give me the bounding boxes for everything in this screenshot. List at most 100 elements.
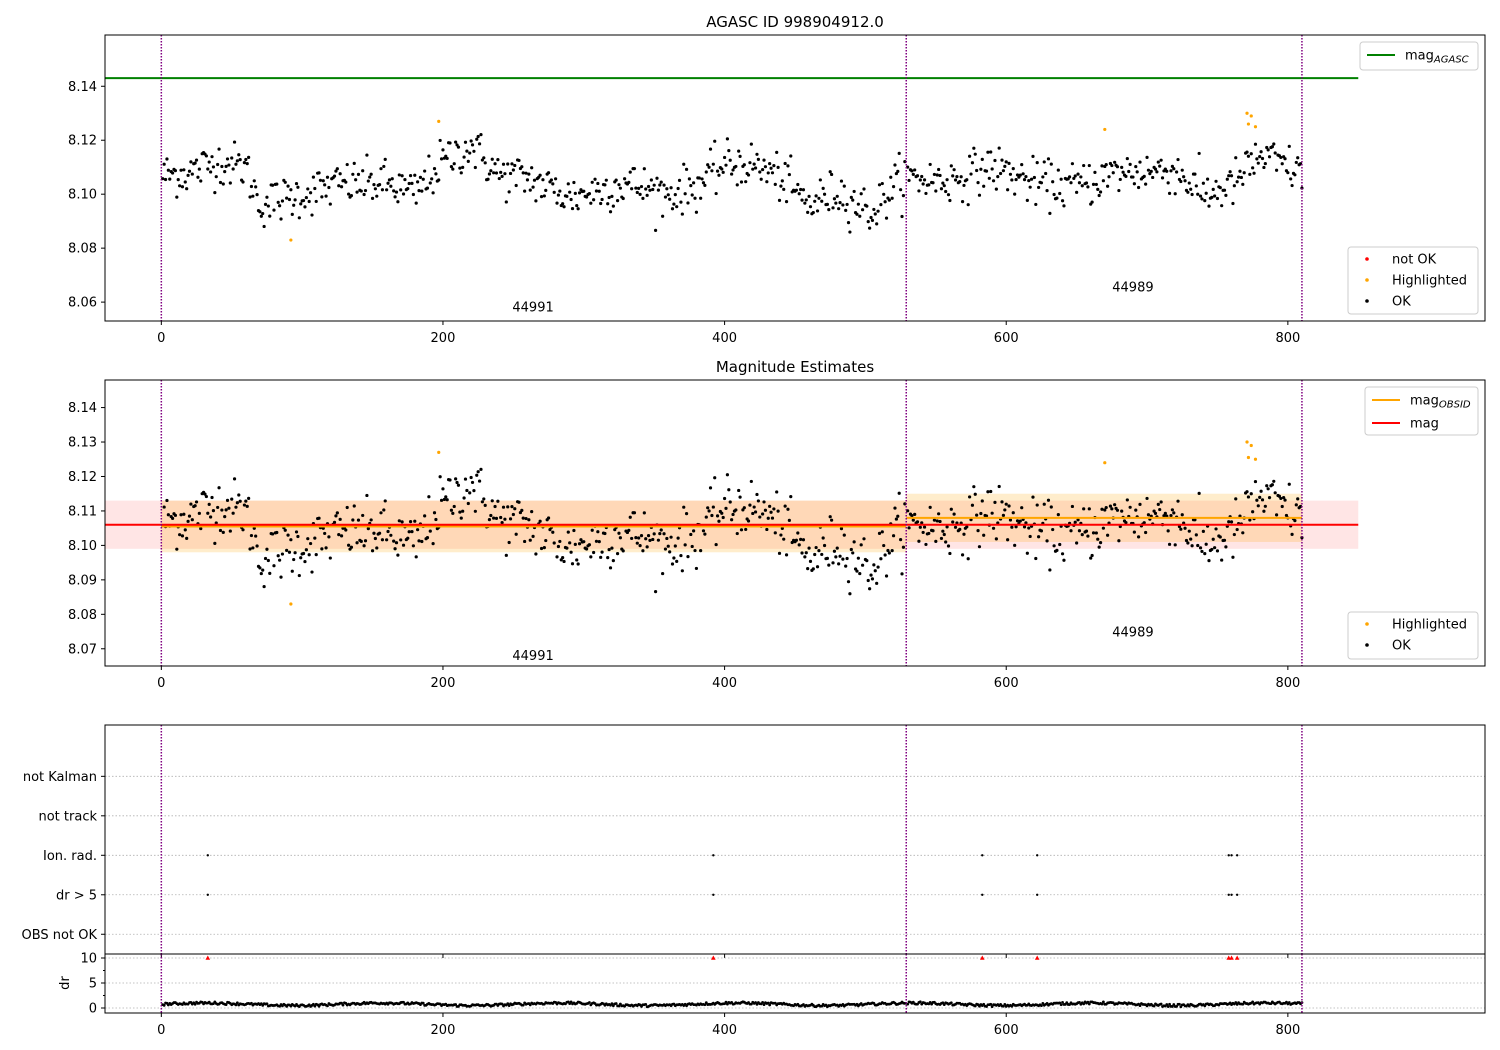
- ok-point: [1001, 513, 1006, 517]
- ok-point: [1070, 504, 1075, 509]
- ok-point: [427, 495, 431, 499]
- ok-point: [377, 531, 382, 535]
- ok-point: [739, 528, 744, 532]
- ok-point: [997, 146, 1001, 150]
- y-tick-label: 8.07: [68, 642, 97, 657]
- ok-point: [686, 201, 690, 205]
- ok-point: [1077, 181, 1082, 185]
- ok-point: [162, 505, 166, 509]
- ok-point: [497, 176, 501, 181]
- ok-point: [822, 192, 827, 196]
- ok-point: [722, 496, 727, 501]
- ok-point: [304, 548, 308, 552]
- ok-point: [1056, 512, 1060, 517]
- ok-point: [362, 544, 366, 548]
- ok-point: [197, 511, 201, 515]
- ok-point: [1072, 176, 1076, 181]
- ok-point: [1214, 179, 1218, 183]
- dr-point: [1165, 1003, 1169, 1006]
- ok-point: [1176, 499, 1180, 503]
- dr-point: [1040, 1004, 1043, 1007]
- ok-point: [628, 515, 632, 519]
- ok-point: [414, 555, 418, 559]
- ok-point: [839, 179, 844, 183]
- ok-point: [894, 517, 898, 521]
- ok-point: [175, 195, 179, 199]
- ok-point: [1115, 508, 1120, 512]
- ok-point: [489, 513, 493, 518]
- ok-point: [883, 553, 887, 557]
- ok-point: [1194, 533, 1198, 537]
- ok-point: [258, 210, 262, 214]
- ok-point: [451, 511, 455, 515]
- ok-point: [724, 506, 728, 510]
- ok-point: [1025, 551, 1029, 555]
- ok-point: [659, 528, 663, 532]
- ok-point: [555, 201, 559, 205]
- ok-point: [1196, 192, 1200, 196]
- ok-point: [804, 551, 808, 555]
- ok-point: [263, 556, 268, 561]
- ok-point: [335, 167, 339, 171]
- ok-point: [210, 155, 214, 159]
- ok-point: [427, 154, 431, 158]
- ok-point: [1070, 162, 1075, 166]
- ok-point: [848, 592, 852, 596]
- ok-point: [520, 508, 524, 512]
- ok-point: [962, 183, 966, 188]
- ok-point: [359, 539, 363, 543]
- ok-point: [958, 180, 962, 184]
- ok-point: [594, 539, 599, 543]
- ok-point: [1201, 181, 1205, 185]
- ok-point: [442, 497, 446, 502]
- ok-point: [900, 214, 904, 219]
- ok-point: [459, 171, 463, 175]
- ok-point: [772, 507, 776, 511]
- ok-point: [1258, 154, 1262, 159]
- ok-point: [989, 150, 993, 154]
- ok-point: [844, 564, 848, 568]
- obsid-label: 44991: [512, 649, 553, 664]
- ok-point: [439, 157, 444, 161]
- ok-point: [931, 181, 935, 185]
- ok-point: [1265, 484, 1269, 488]
- ok-point: [479, 467, 483, 471]
- ok-point: [565, 194, 569, 198]
- highlighted-point: [1227, 893, 1230, 896]
- ok-point: [345, 505, 349, 510]
- ok-point: [1246, 154, 1251, 158]
- ok-point: [762, 158, 766, 162]
- ok-point: [1234, 156, 1238, 160]
- ok-point: [531, 534, 535, 538]
- ok-point: [1193, 518, 1197, 522]
- ok-point: [738, 495, 742, 499]
- ok-point: [339, 185, 344, 189]
- ok-point: [1124, 174, 1128, 178]
- ok-point: [506, 162, 510, 166]
- ok-point: [293, 551, 297, 555]
- ok-point: [496, 158, 500, 162]
- ok-point: [318, 178, 323, 182]
- ok-point: [639, 184, 644, 189]
- ok-point: [490, 157, 494, 161]
- ok-point: [1042, 160, 1046, 164]
- ok-point: [1153, 167, 1158, 171]
- ok-point: [965, 525, 969, 529]
- ok-point: [592, 550, 596, 555]
- ok-point: [220, 508, 224, 512]
- ok-point: [204, 494, 208, 499]
- ok-point: [310, 570, 314, 574]
- ok-point: [262, 224, 266, 229]
- ok-point: [355, 541, 359, 545]
- ok-point: [1090, 200, 1094, 204]
- ok-point: [782, 187, 786, 191]
- ok-point: [672, 556, 676, 560]
- ok-point: [1076, 172, 1080, 176]
- ok-point: [880, 181, 884, 186]
- ok-point: [287, 197, 292, 202]
- ok-point: [927, 183, 931, 187]
- x-tick-label: 200: [431, 331, 456, 346]
- ok-point: [727, 488, 731, 492]
- ok-point: [487, 518, 492, 522]
- ok-point: [592, 198, 596, 202]
